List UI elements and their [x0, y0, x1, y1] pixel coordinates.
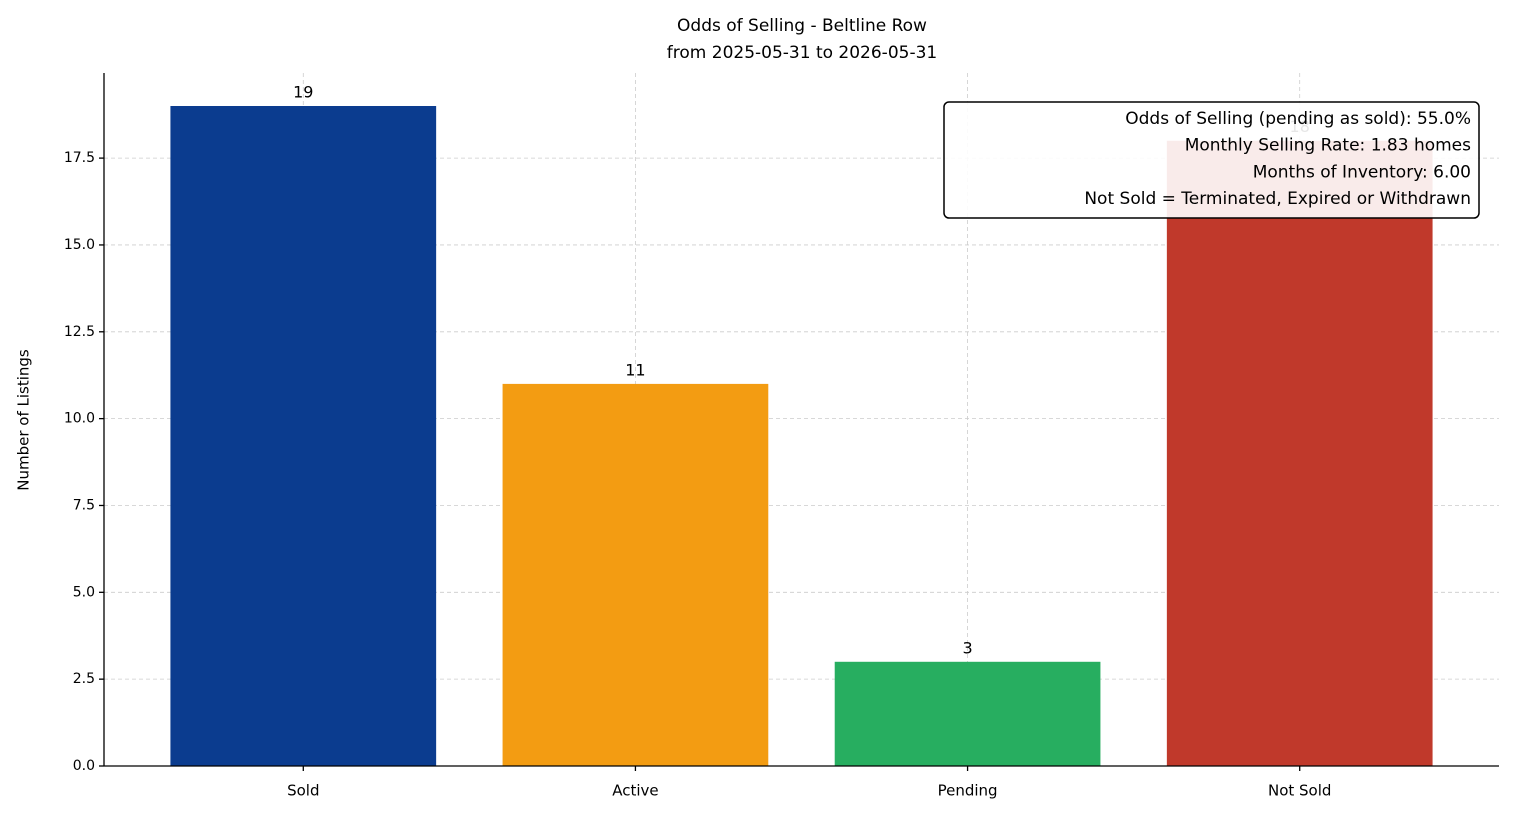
chart-title: Odds of Selling - Beltline Row	[677, 16, 927, 36]
x-tick-label: Sold	[287, 782, 319, 800]
x-tick-label: Pending	[938, 782, 998, 800]
bar	[834, 661, 1101, 766]
annotation-line: Months of Inventory: 6.00	[1253, 162, 1471, 182]
x-tick-label: Not Sold	[1268, 782, 1331, 800]
y-tick-label: 7.5	[73, 497, 95, 513]
annotation-line: Odds of Selling (pending as sold): 55.0%	[1125, 109, 1471, 129]
y-tick-label: 5.0	[73, 584, 95, 600]
y-tick-label: 12.5	[64, 324, 95, 340]
y-tick-label: 15.0	[64, 237, 95, 253]
value-label: 19	[293, 83, 313, 102]
bar	[502, 383, 769, 766]
x-tick-label: Active	[612, 782, 658, 800]
annotation-line: Monthly Selling Rate: 1.83 homes	[1185, 136, 1471, 156]
y-axis-label: Number of Listings	[15, 349, 33, 491]
bar	[170, 106, 437, 766]
y-tick-label: 10.0	[64, 411, 95, 427]
annotation-box	[943, 101, 1480, 219]
value-label: 11	[625, 360, 645, 379]
y-tick-label: 17.5	[64, 150, 95, 166]
value-label: 3	[962, 638, 972, 657]
bar	[1166, 140, 1433, 767]
annotation-line: Not Sold = Terminated, Expired or Withdr…	[1084, 189, 1471, 209]
chart-subtitle: from 2025-05-31 to 2026-05-31	[667, 43, 937, 63]
y-tick-label: 2.5	[73, 671, 95, 687]
y-tick-label: 0.0	[73, 758, 95, 774]
